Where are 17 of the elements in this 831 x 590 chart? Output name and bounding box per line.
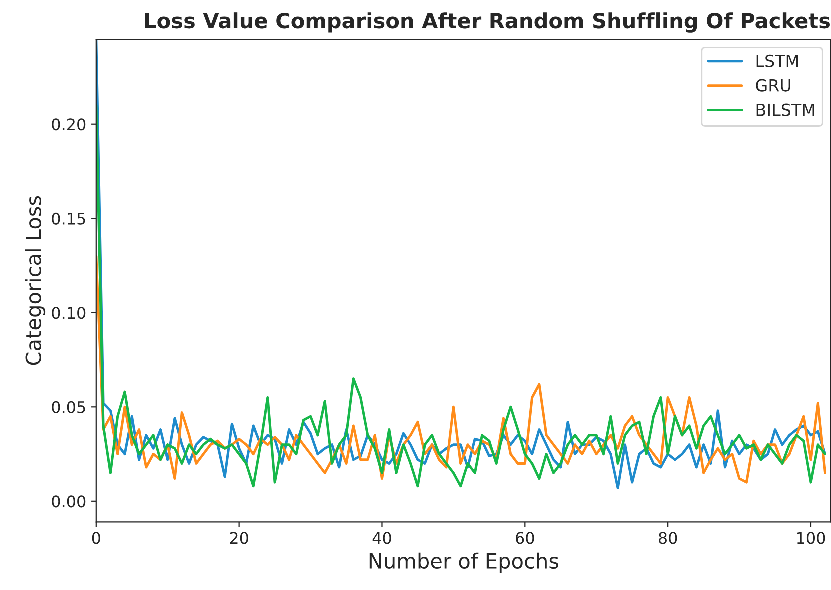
y-tick-label: 0.10 — [52, 307, 86, 320]
x-tick-label: 0 — [92, 532, 100, 544]
y-axis-title: Categorical Loss — [25, 196, 46, 366]
legend-label: GRU — [756, 79, 790, 92]
x-tick-label: 40 — [372, 532, 392, 544]
y-tick-label: 0.15 — [52, 212, 86, 225]
x-tick-label: 20 — [230, 532, 248, 544]
legend-label: LSTM — [756, 54, 798, 68]
chart-title: Loss Value Comparison After Random Shuffling Of Packets — [145, 12, 830, 33]
x-tick-label: 60 — [516, 532, 534, 544]
x-tick-label: 100 — [798, 532, 826, 544]
y-tick-label: 0.05 — [52, 401, 86, 414]
x-tick-label: 80 — [658, 532, 678, 544]
legend-label: BILSTM — [756, 104, 814, 116]
y-tick-label: 0.00 — [52, 496, 86, 508]
y-tick-label: 0.20 — [52, 118, 86, 131]
x-axis-title: Number of Epochs — [370, 552, 559, 574]
